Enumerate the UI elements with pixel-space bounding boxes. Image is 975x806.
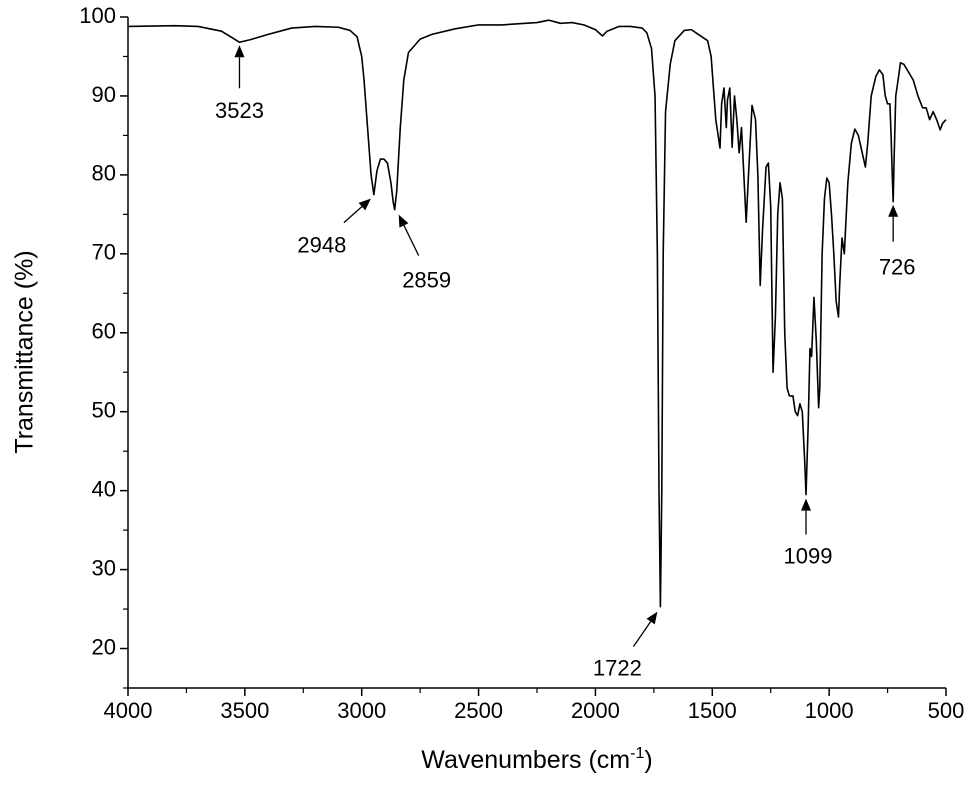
y-tick-label: 60 bbox=[92, 319, 116, 344]
x-tick-label: 2500 bbox=[454, 698, 503, 723]
annotation-label: 1099 bbox=[784, 543, 833, 568]
x-label-end: ) bbox=[644, 746, 652, 774]
x-tick-label: 2000 bbox=[571, 698, 620, 723]
x-tick-label: 500 bbox=[928, 698, 965, 723]
x-label-text: Wavenumbers (cm bbox=[421, 746, 630, 774]
spectrum-line bbox=[127, 19, 947, 608]
y-tick-label: 100 bbox=[79, 3, 116, 28]
annotation-arrow-shaft bbox=[632, 621, 652, 648]
x-label-sup: -1 bbox=[630, 745, 644, 762]
annotation-label: 1722 bbox=[593, 656, 642, 681]
y-tick-label: 70 bbox=[92, 240, 116, 265]
annotation-label: 2859 bbox=[402, 267, 451, 292]
annotation-label: 2948 bbox=[297, 232, 346, 257]
x-tick-label: 4000 bbox=[104, 698, 153, 723]
x-axis-label: Wavenumbers (cm-1) bbox=[421, 745, 652, 774]
y-tick-label: 50 bbox=[92, 398, 116, 423]
annotation-arrow-head bbox=[398, 214, 409, 228]
y-tick-label: 30 bbox=[92, 555, 116, 580]
x-tick-label: 1000 bbox=[805, 698, 854, 723]
annotation-arrow-head bbox=[646, 611, 658, 625]
annotation-arrow-shaft bbox=[403, 225, 420, 256]
y-axis-label: Transmittance (%) bbox=[11, 250, 39, 453]
x-tick-label: 1500 bbox=[688, 698, 737, 723]
y-tick-label: 20 bbox=[92, 634, 116, 659]
x-tick-label: 3500 bbox=[220, 698, 269, 723]
annotation-arrow-shaft bbox=[343, 206, 363, 224]
annotation-arrow-head bbox=[888, 204, 899, 217]
annotation-arrow-head bbox=[234, 45, 245, 58]
x-tick-label: 3000 bbox=[337, 698, 386, 723]
y-tick-label: 90 bbox=[92, 82, 116, 107]
y-tick-label: 40 bbox=[92, 476, 116, 501]
annotation-arrow-head bbox=[358, 198, 371, 211]
annotation-label: 726 bbox=[879, 255, 916, 280]
annotation-arrow-head bbox=[801, 498, 812, 511]
y-tick-label: 80 bbox=[92, 161, 116, 186]
annotation-label: 3523 bbox=[215, 98, 264, 123]
